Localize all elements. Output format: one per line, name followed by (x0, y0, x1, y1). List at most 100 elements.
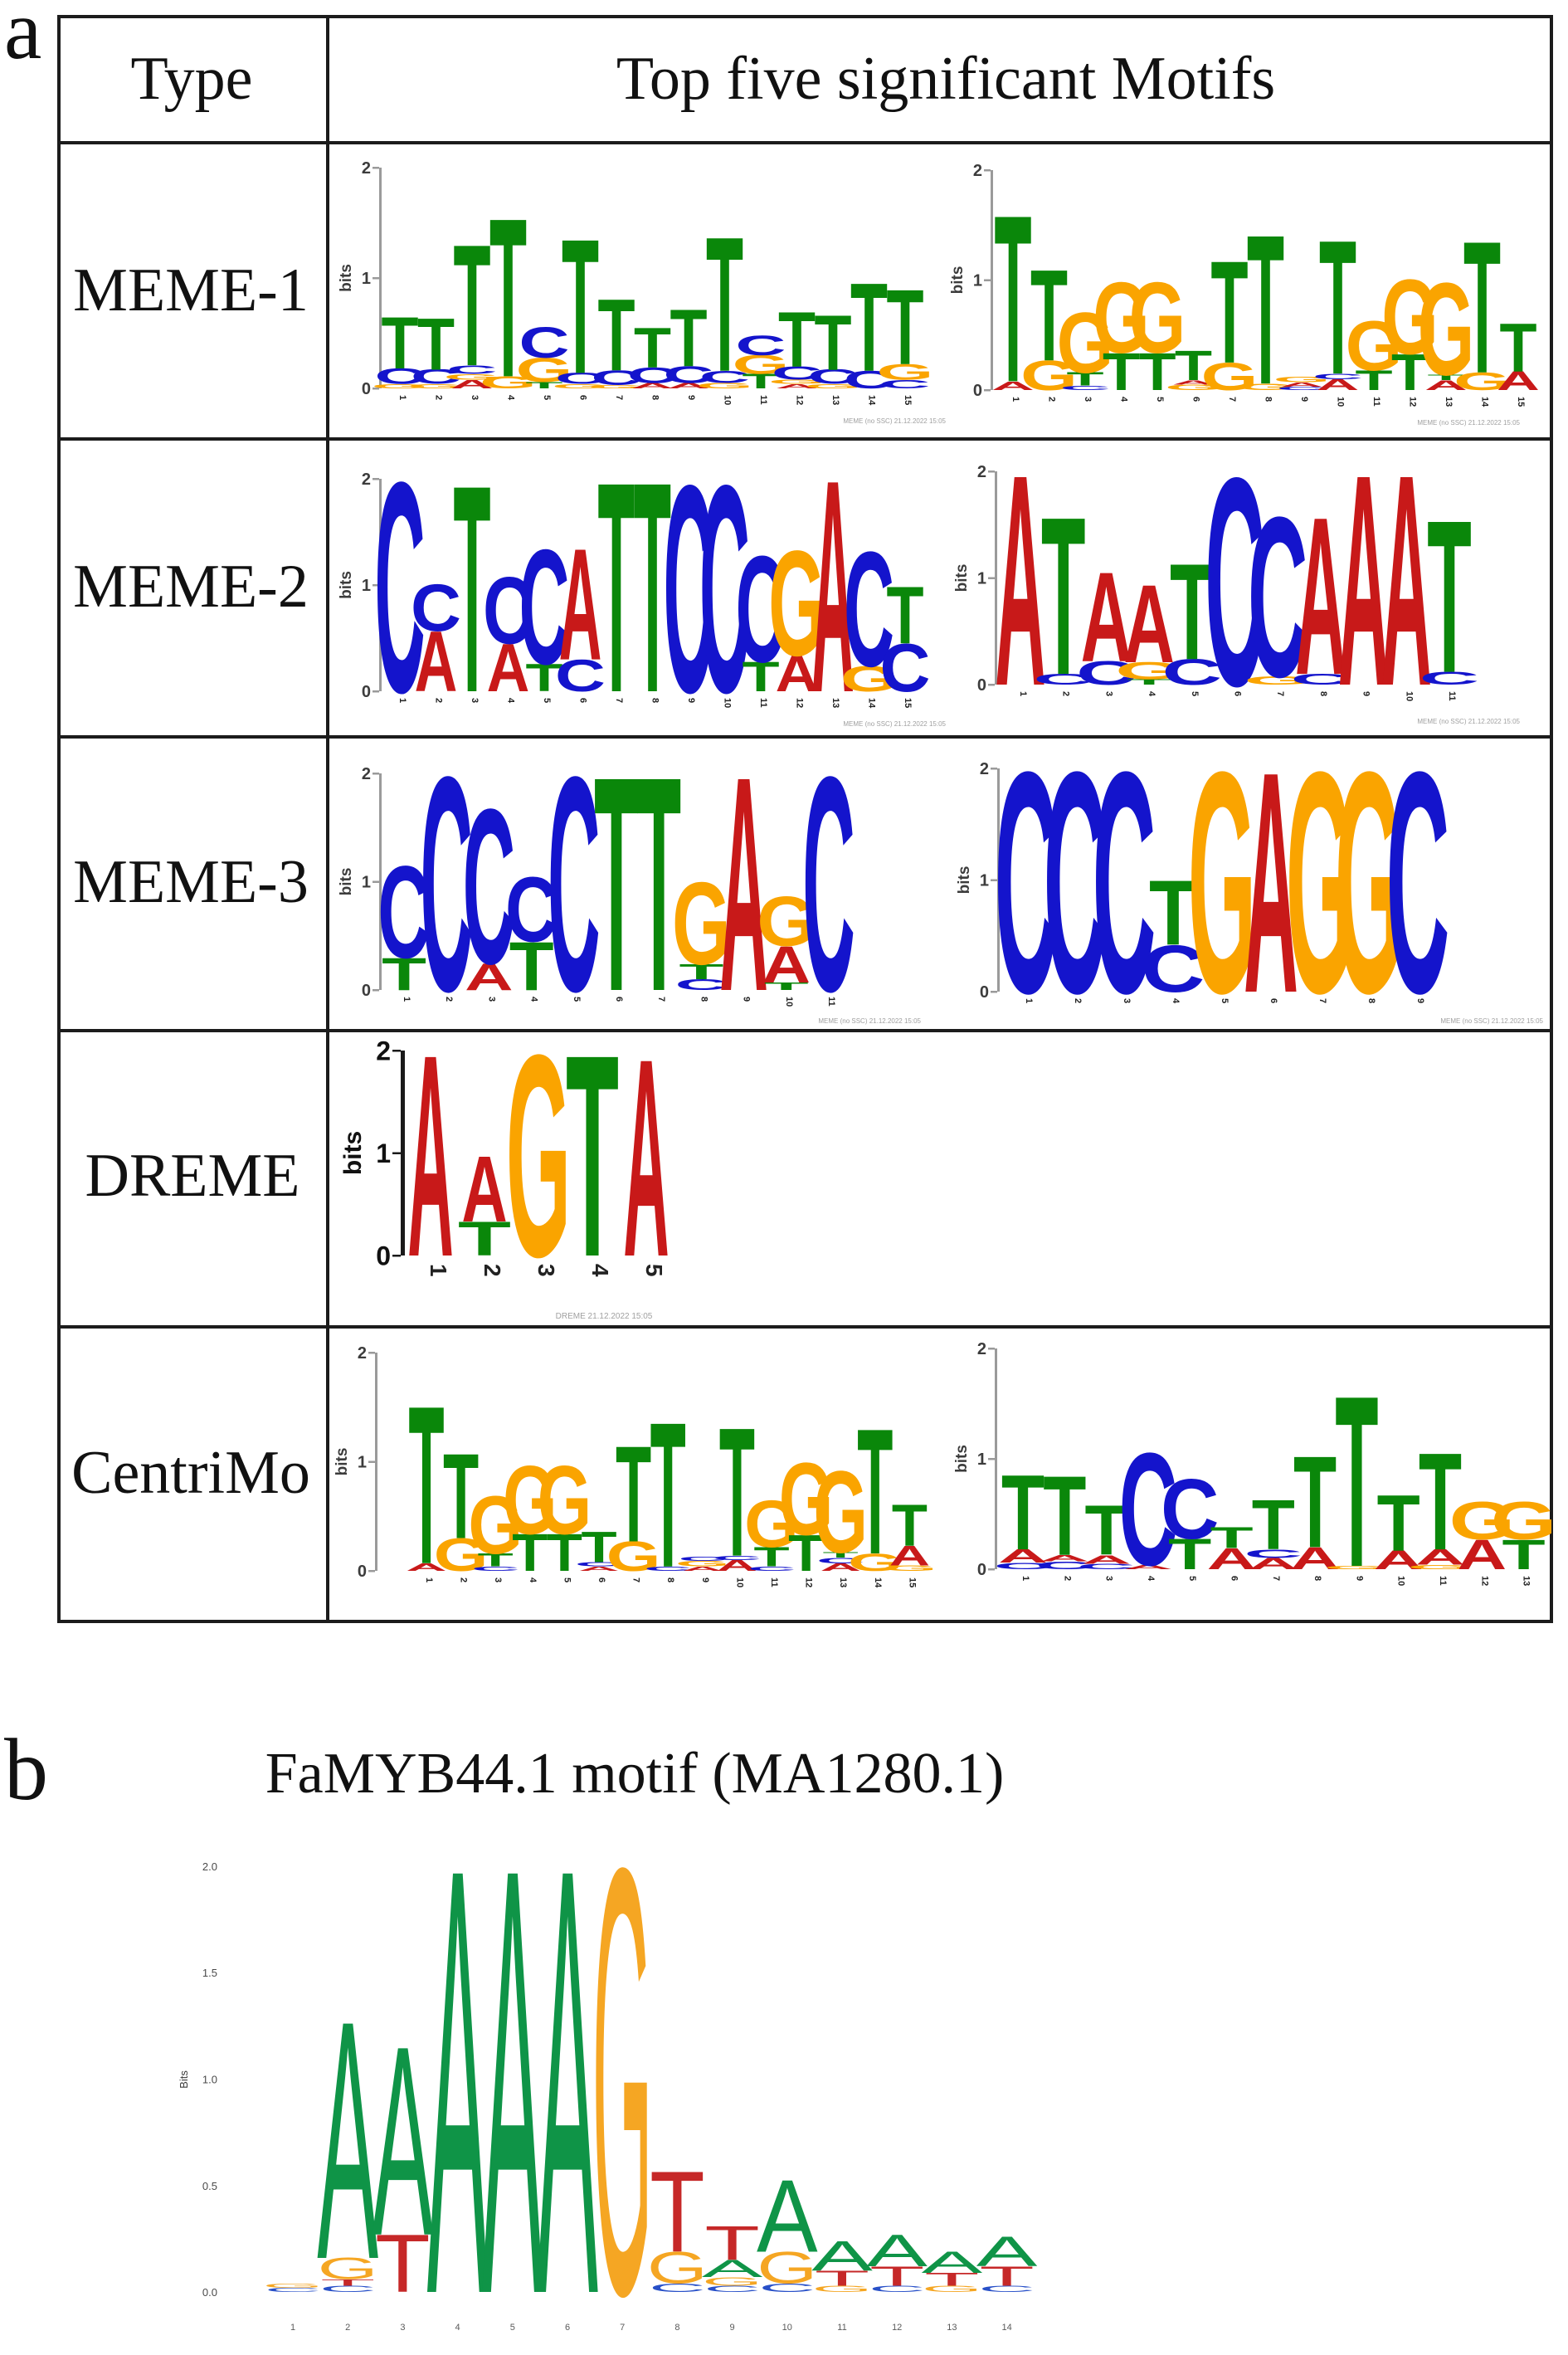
svg-text:C: C (649, 2281, 706, 2294)
svg-text:T: T (616, 1417, 651, 1571)
svg-text:G: G (877, 359, 934, 384)
svg-text:5: 5 (572, 997, 582, 1002)
svg-text:G: G (552, 383, 609, 389)
svg-text:C: C (1312, 372, 1363, 381)
svg-text:A: A (373, 1990, 434, 2292)
svg-text:C: C (772, 363, 822, 383)
svg-text:C: C (1205, 416, 1264, 748)
svg-text:G: G (506, 995, 571, 1318)
svg-text:7: 7 (1227, 397, 1237, 402)
svg-text:A: A (820, 1561, 860, 1573)
svg-text:A: A (407, 995, 453, 1317)
svg-text:2: 2 (358, 1344, 367, 1363)
svg-text:5: 5 (641, 1264, 667, 1277)
svg-text:2: 2 (362, 471, 371, 489)
svg-text:6: 6 (1269, 998, 1278, 1003)
svg-text:3: 3 (1122, 998, 1132, 1003)
svg-text:T: T (1041, 470, 1086, 722)
svg-text:C: C (1044, 707, 1108, 1060)
svg-text:T: T (788, 1525, 824, 1582)
svg-text:A: A (776, 383, 819, 390)
svg-text:G: G (883, 1564, 937, 1572)
svg-text:A: A (1040, 1553, 1089, 1563)
svg-text:14: 14 (1480, 397, 1490, 407)
svg-text:C: C (699, 368, 750, 387)
svg-text:A: A (1497, 366, 1540, 396)
svg-text:A: A (776, 645, 819, 703)
svg-text:MEME (no SSC) 21.12.2022 15:05: MEME (no SSC) 21.12.2022 15:05 (1440, 1017, 1543, 1025)
svg-text:6: 6 (1230, 1576, 1239, 1581)
svg-text:A: A (1424, 378, 1468, 393)
svg-text:T: T (634, 420, 671, 756)
svg-text:1: 1 (1024, 998, 1034, 1003)
svg-text:A: A (1338, 412, 1390, 748)
svg-text:7: 7 (620, 2323, 625, 2333)
svg-text:10: 10 (784, 997, 794, 1007)
svg-text:1: 1 (973, 272, 982, 290)
svg-text:C: C (880, 377, 931, 391)
svg-text:10: 10 (1396, 1576, 1406, 1586)
svg-text:C: C (519, 517, 570, 700)
svg-text:12: 12 (1408, 397, 1418, 407)
svg-text:A: A (450, 377, 494, 391)
svg-text:A: A (465, 955, 513, 998)
svg-text:A: A (461, 1138, 507, 1242)
svg-text:0: 0 (977, 676, 986, 695)
svg-text:C: C (1248, 469, 1307, 724)
svg-text:8: 8 (650, 395, 660, 400)
svg-text:G: G (1381, 258, 1439, 377)
svg-text:C: C (265, 2286, 322, 2293)
svg-text:1: 1 (980, 872, 989, 890)
svg-text:C: C (1077, 1562, 1135, 1571)
svg-text:8: 8 (1312, 1576, 1322, 1581)
svg-text:T: T (706, 197, 743, 412)
svg-text:7: 7 (1275, 691, 1285, 696)
svg-text:1: 1 (1010, 397, 1020, 402)
svg-text:C: C (802, 713, 855, 1056)
svg-text:C: C (758, 2281, 816, 2294)
svg-text:T: T (443, 1429, 479, 1564)
svg-text:0: 0 (973, 382, 982, 400)
svg-text:13: 13 (1522, 1576, 1531, 1586)
svg-text:FaMYB44.1 motif (MA1280.1): FaMYB44.1 motif (MA1280.1) (265, 1742, 1005, 1806)
svg-text:9: 9 (1361, 691, 1371, 696)
svg-text:8: 8 (1264, 397, 1273, 402)
svg-text:G: G (1324, 1565, 1390, 1570)
svg-text:T: T (453, 423, 490, 754)
svg-text:A: A (1290, 1541, 1340, 1576)
svg-text:12: 12 (892, 2323, 902, 2333)
svg-text:DREME 21.12.2022 15:05: DREME 21.12.2022 15:05 (556, 1312, 653, 1321)
svg-text:T: T (979, 2261, 1034, 2292)
svg-text:G: G (372, 383, 429, 389)
svg-text:T: T (764, 980, 809, 992)
svg-text:A: A (866, 2226, 928, 2276)
svg-text:A: A (1081, 546, 1132, 689)
svg-text:T: T (594, 713, 639, 1056)
svg-text:1.5: 1.5 (202, 1967, 217, 1979)
svg-text:11: 11 (837, 2323, 846, 2333)
svg-text:T: T (1293, 1428, 1337, 1575)
svg-text:6: 6 (1233, 691, 1243, 696)
svg-text:C: C (679, 1556, 727, 1563)
svg-text:9: 9 (686, 395, 696, 400)
svg-text:C: C (1291, 671, 1351, 688)
svg-text:T: T (597, 420, 635, 756)
svg-text:0: 0 (362, 683, 371, 701)
svg-text:4: 4 (587, 1264, 613, 1277)
svg-text:G: G (768, 378, 825, 385)
svg-text:C: C (869, 2284, 926, 2294)
svg-text:A: A (1249, 1555, 1298, 1572)
svg-text:G: G (811, 2284, 872, 2294)
svg-text:7: 7 (631, 1577, 641, 1582)
svg-text:G: G (407, 383, 465, 389)
svg-text:2: 2 (434, 395, 444, 400)
svg-text:9: 9 (1354, 1576, 1364, 1581)
svg-text:T: T (719, 1389, 755, 1595)
svg-text:C: C (880, 630, 931, 706)
svg-text:A: A (1374, 1545, 1424, 1575)
svg-text:C: C (1035, 1559, 1093, 1572)
svg-text:C: C (1076, 655, 1136, 692)
svg-text:11: 11 (758, 395, 768, 405)
svg-text:C: C (664, 362, 714, 388)
svg-text:T: T (1066, 368, 1103, 389)
